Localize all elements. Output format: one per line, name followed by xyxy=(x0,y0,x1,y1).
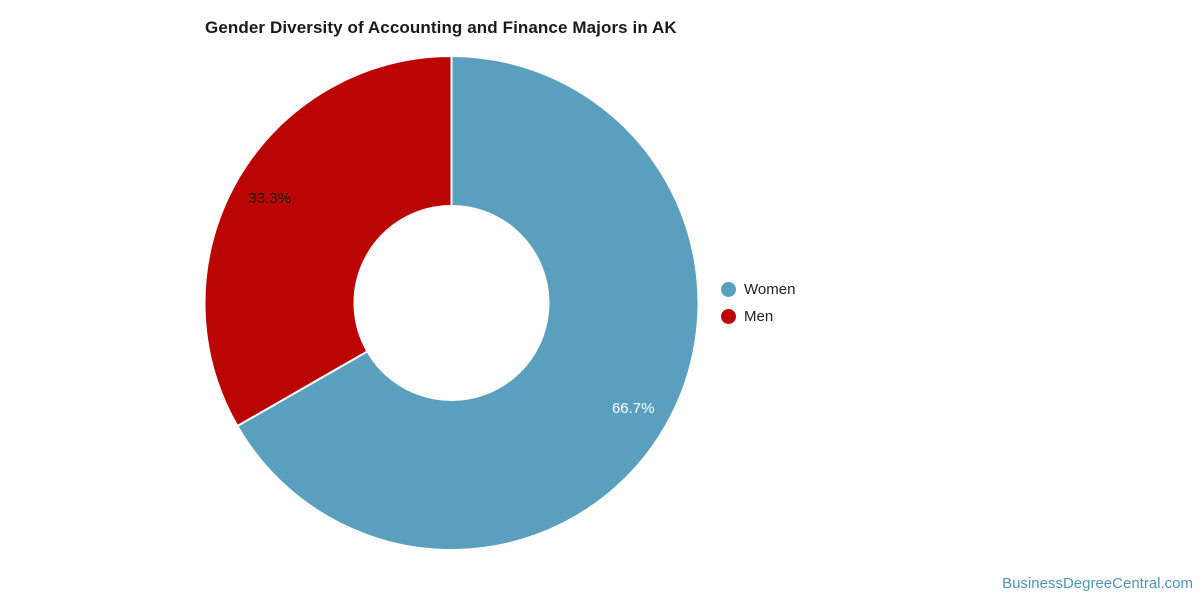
slice-label-women: 66.7% xyxy=(612,400,655,417)
slice-women[interactable] xyxy=(235,54,700,551)
chart-title: Gender Diversity of Accounting and Finan… xyxy=(205,18,677,37)
legend: Women Men xyxy=(721,276,795,330)
legend-swatch-women-icon xyxy=(721,282,736,297)
legend-item-men[interactable]: Men xyxy=(721,303,795,330)
legend-label-men: Men xyxy=(744,308,774,325)
legend-swatch-men-icon xyxy=(721,309,736,324)
slice-label-men: 33.3% xyxy=(249,190,292,207)
watermark-link[interactable]: BusinessDegreeCentral.com xyxy=(1002,575,1193,592)
legend-label-women: Women xyxy=(744,281,796,298)
slice-men[interactable] xyxy=(203,54,453,428)
legend-item-women[interactable]: Women xyxy=(721,276,795,303)
